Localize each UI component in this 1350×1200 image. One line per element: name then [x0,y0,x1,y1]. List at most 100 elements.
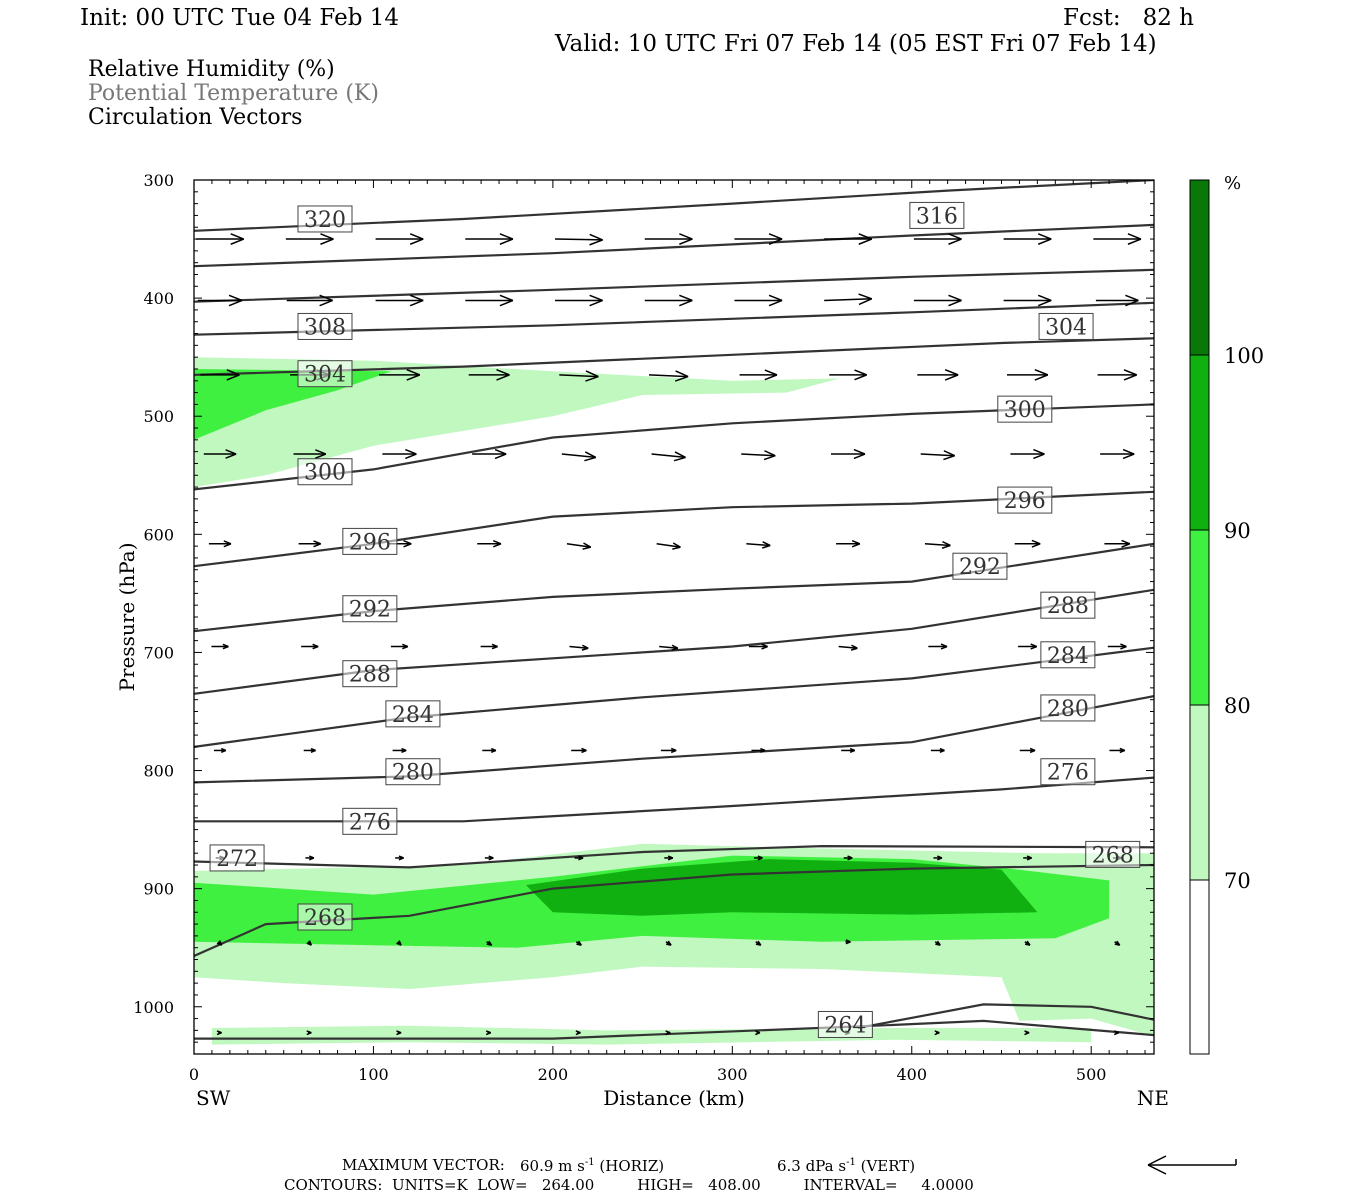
theta-contour-304 [194,337,1154,376]
circulation-vector [913,233,962,245]
circulation-vector [1019,747,1036,754]
circulation-vector [734,233,783,245]
circulation-vector [375,233,424,245]
circulation-vector [838,644,858,651]
y-tick-label: 300 [143,171,174,190]
svg-text:284: 284 [1047,644,1089,669]
circulation-vector [648,370,689,382]
theta-contour-280 [194,695,1154,784]
colorbar-band [1189,879,1210,1055]
x-tick-label: 0 [189,1065,199,1084]
colorbar-band [1189,179,1210,356]
circulation-vector [665,1030,671,1036]
circulation-vector [843,855,853,861]
x-tick-label: 100 [358,1065,389,1084]
theta-contour-308 [194,301,1154,336]
circulation-vector [559,370,599,382]
svg-text:292: 292 [959,555,1001,580]
circulation-vector [216,1030,222,1036]
circulation-vector [382,448,417,460]
circulation-vector [824,233,873,245]
svg-text:308: 308 [304,315,346,340]
contour-labels: 320 3163083043043003002962962922922882882… [209,201,1141,1038]
init-time: Init: 00 UTC Tue 04 Feb 14 [80,5,400,31]
circulation-vector [660,747,677,754]
contour-label-300: 300 [297,458,353,486]
axes: 300 400 500 600 700 800 900 1000 0 100 200 300 400 50… [115,171,1169,1110]
circulation-vector [306,940,313,946]
colorbar-band [1189,354,1210,531]
circulation-vectors [196,233,1142,1036]
circulation-vector [934,940,941,946]
circulation-vector [746,541,771,549]
circulation-vector [208,540,232,548]
vert-value: 6.3 dPa s [777,1157,847,1175]
theta-contour-272 [194,844,1154,869]
circulation-vector [211,643,229,650]
circulation-vector [298,540,321,548]
circulation-vector [924,540,951,549]
circulation-vector [395,855,404,861]
circulation-vector [569,644,589,651]
colorbar-band [1189,704,1210,881]
title-relative-humidity: Relative Humidity (%) [88,57,335,82]
circulation-vector [305,855,315,861]
circulation-vector [575,1030,581,1036]
circulation-vector [755,940,762,946]
circulation-vector [1107,643,1127,650]
x-tick-label: 500 [1076,1065,1107,1084]
circulation-vector [1003,294,1052,307]
circulation-vector [845,939,851,945]
theta-contour-312 [194,268,1154,303]
colorbar: % 70 80 90 100 [1189,173,1264,1055]
contour-label-276: 276 [1040,758,1096,786]
circulation-vector [1023,855,1032,861]
circulation-vector [196,233,245,245]
svg-text:296: 296 [1004,489,1046,514]
circulation-vector [1014,539,1041,548]
forecast-hour: Fcst: 82 h [1063,5,1194,31]
horiz-exponent: -1 [584,1157,595,1168]
circulation-vector [468,368,510,381]
theta-contour-316 [194,223,1154,268]
title-circulation-vectors: Circulation Vectors [88,105,303,130]
contour-label-304: 304 [1038,312,1094,340]
y-tick-label: 700 [143,643,174,662]
circulation-vector [555,294,603,307]
circulation-vector [390,643,409,650]
x-end-label-right: NE [1137,1086,1169,1110]
circulation-vector [933,855,943,861]
theta-contour-320 [194,180,1154,232]
svg-text:320: 320 [304,208,346,233]
circulation-vector [574,855,584,861]
y-tick-label: 1000 [133,998,174,1017]
x-axis-label: Distance (km) [603,1086,745,1110]
colorbar-level-label: 70 [1224,869,1251,893]
circulation-vector [754,855,763,861]
x-tick-label: 300 [717,1065,748,1084]
circulation-vector [1018,643,1038,650]
circulation-vector [1104,539,1131,548]
colorbar-unit: % [1224,173,1241,194]
svg-text:264: 264 [824,1013,866,1038]
circulation-vector [465,233,514,245]
svg-text:280: 280 [392,761,434,786]
circulation-vector [1100,448,1135,460]
circulation-vector [484,855,494,861]
circulation-vector [830,448,866,460]
circulation-vector [213,747,227,754]
svg-text:296: 296 [349,530,391,555]
colorbar-band [1189,529,1210,706]
circulation-vector [482,747,497,754]
circulation-vector [656,542,681,550]
relative-humidity-shading [194,357,1154,1045]
circulation-vector [375,294,424,307]
x-end-label-left: SW [196,1086,231,1110]
contour-label-268: 268 [1085,840,1141,868]
circulation-vector [664,855,674,861]
circulation-vector [665,940,672,946]
svg-text:276: 276 [1047,761,1089,786]
circulation-vector [485,1030,492,1036]
circulation-vector [571,747,587,754]
